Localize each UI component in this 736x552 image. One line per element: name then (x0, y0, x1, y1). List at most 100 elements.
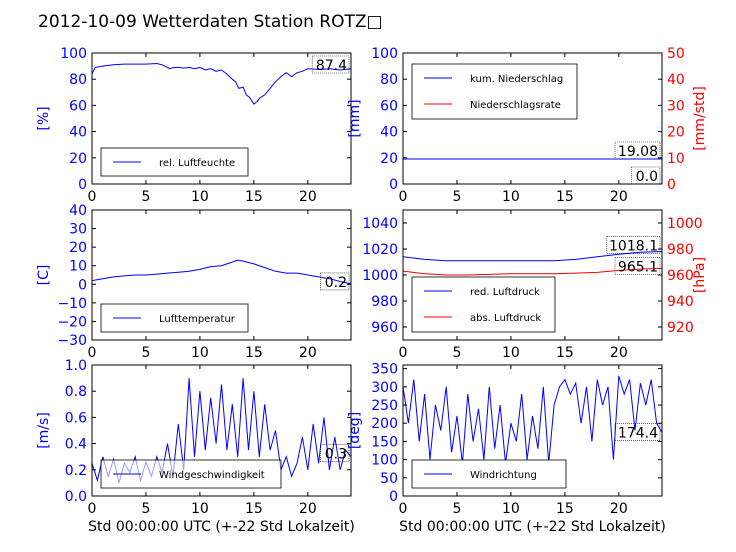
precipitation-current-value: 19.08 (618, 144, 658, 160)
precipitation-legend-label: kum. Niederschlag (470, 74, 563, 85)
pressure-x-tick-label: 0 (399, 345, 408, 361)
humidity-x-tick-label: 0 (88, 189, 97, 205)
pressure-y-tick-label: 1040 (362, 216, 398, 232)
temperature-plot-frame (91, 209, 352, 341)
windspeed-y-tick-label: 0.2 (65, 463, 87, 479)
precipitation-x-tick-label: 0 (399, 189, 408, 205)
temperature-y-tick-label: −20 (57, 314, 87, 330)
windspeed-y-axis-label: [m/s] (36, 412, 52, 449)
humidity-current-value: 87.4 (316, 58, 347, 74)
pressure-current-value: 1018.1 (609, 238, 658, 254)
precipitation-legend-box (411, 63, 578, 120)
humidity-legend-label: rel. Luftfeuchte (159, 158, 235, 169)
pressure-line-2 (402, 267, 663, 276)
precipitation-y-right-tick-label: 30 (667, 98, 685, 114)
precipitation-y-right-tick-label: 40 (667, 72, 685, 88)
temperature-y-tick-label: 20 (69, 240, 87, 256)
humidity-y-tick-label: 80 (69, 72, 87, 88)
pressure-y-right-axis-label: [hPa] (692, 257, 708, 293)
temperature-x-tick-label: 0 (88, 345, 97, 361)
temperature-x-tick-label: 5 (141, 345, 150, 361)
pressure-y-tick-label: 1000 (362, 268, 398, 284)
precipitation-y-tick-label: 40 (380, 125, 398, 141)
humidity-y-tick-label: 100 (60, 46, 87, 62)
humidity-x-tick-label: 15 (245, 189, 263, 205)
precipitation-legend-label: Niederschlagsrate (470, 100, 561, 111)
winddirection-x-tick-label: 0 (399, 501, 408, 517)
humidity-y-tick-label: 60 (69, 98, 87, 114)
windspeed-plot-frame (91, 364, 352, 497)
precipitation-y-tick-label: 0 (389, 177, 398, 193)
windspeed-x-tick-label: 20 (299, 501, 317, 517)
precipitation-y-tick-label: 100 (371, 46, 398, 62)
winddirection-y-axis-label: [deg] (347, 412, 363, 449)
precipitation-y-tick-label: 20 (380, 151, 398, 167)
figure-title: 2012-10-09 Wetterdaten Station ROTZ□ (38, 12, 383, 32)
precipitation-y-right-tick-label: 50 (667, 46, 685, 62)
humidity-x-tick-label: 10 (191, 189, 209, 205)
temperature-y-tick-label: −30 (57, 333, 87, 349)
windspeed-x-tick-label: 15 (245, 501, 263, 517)
humidity-y-tick-label: 20 (69, 151, 87, 167)
pressure-legend-label: red. Luftdruck (470, 287, 540, 298)
winddirection-y-tick-label: 250 (371, 398, 398, 414)
winddirection-y-tick-label: 350 (371, 362, 398, 378)
precipitation-value-box (614, 141, 661, 160)
temperature-line-1 (91, 259, 352, 285)
precipitation-y-tick-label: 60 (380, 98, 398, 114)
windspeed-y-tick-label: 1.0 (65, 358, 87, 374)
pressure-x-tick-label: 20 (610, 345, 628, 361)
precipitation-y-axis-label: [mm] (347, 99, 363, 137)
pressure-x-tick-label: 15 (556, 345, 574, 361)
winddirection-y-tick-label: 100 (371, 453, 398, 469)
windspeed-x-tick-label: 10 (191, 501, 209, 517)
pressure-y-right-tick-label: 940 (667, 294, 694, 310)
winddirection-y-tick-label: 200 (371, 416, 398, 432)
precipitation-plot-frame (402, 52, 663, 185)
humidity-y-tick-label: 40 (69, 125, 87, 141)
pressure-current-value: 965.1 (618, 259, 658, 275)
temperature-y-axis-label: [C] (36, 265, 52, 286)
precipitation-x-tick-label: 15 (556, 189, 574, 205)
pressure-y-tick-label: 1020 (362, 242, 398, 258)
winddirection-y-tick-label: 50 (380, 471, 398, 487)
temperature-y-tick-label: 40 (69, 203, 87, 219)
pressure-legend-label: abs. Luftdruck (470, 313, 541, 324)
pressure-y-right-tick-label: 1000 (667, 216, 703, 232)
pressure-y-tick-label: 980 (371, 294, 398, 310)
winddirection-plot-frame (402, 364, 663, 497)
winddirection-legend-label: Windrichtung (470, 470, 537, 481)
precipitation-current-value: 0.0 (636, 169, 658, 185)
pressure-value-box (606, 236, 661, 254)
windspeed-value-box (320, 444, 350, 463)
winddirection-x-axis-label: Std 00:00:00 UTC (+-22 Std Lokalzeit) (399, 519, 666, 535)
windspeed-y-tick-label: 0.8 (65, 384, 87, 400)
precipitation-y-right-tick-label: 0 (667, 177, 676, 193)
precipitation-y-right-axis-label: [mm/std] (692, 86, 708, 151)
windspeed-x-tick-label: 5 (141, 501, 150, 517)
humidity-x-tick-label: 5 (141, 189, 150, 205)
windspeed-y-tick-label: 0.0 (65, 489, 87, 505)
winddirection-x-tick-label: 10 (502, 501, 520, 517)
winddirection-line-1 (402, 375, 663, 464)
pressure-line-1 (402, 251, 663, 262)
pressure-y-right-tick-label: 920 (667, 320, 694, 336)
temperature-y-tick-label: 30 (69, 222, 87, 238)
winddirection-y-tick-label: 150 (371, 434, 398, 450)
precipitation-value-box (631, 166, 661, 185)
winddirection-x-tick-label: 15 (556, 501, 574, 517)
windspeed-y-tick-label: 0.6 (65, 410, 87, 426)
pressure-y-tick-label: 960 (371, 320, 398, 336)
humidity-y-tick-label: 0 (78, 177, 87, 193)
winddirection-value-box (614, 423, 661, 441)
precipitation-x-tick-label: 10 (502, 189, 520, 205)
windspeed-current-value: 0.3 (325, 447, 347, 463)
winddirection-current-value: 174.4 (618, 426, 658, 442)
temperature-x-tick-label: 10 (191, 345, 209, 361)
temperature-legend-label: Lufttemperatur (159, 314, 236, 325)
winddirection-x-tick-label: 20 (610, 501, 628, 517)
temperature-x-tick-label: 15 (245, 345, 263, 361)
pressure-x-tick-label: 10 (502, 345, 520, 361)
windspeed-x-axis-label: Std 00:00:00 UTC (+-22 Std Lokalzeit) (88, 519, 355, 535)
windspeed-line-1 (91, 378, 352, 484)
